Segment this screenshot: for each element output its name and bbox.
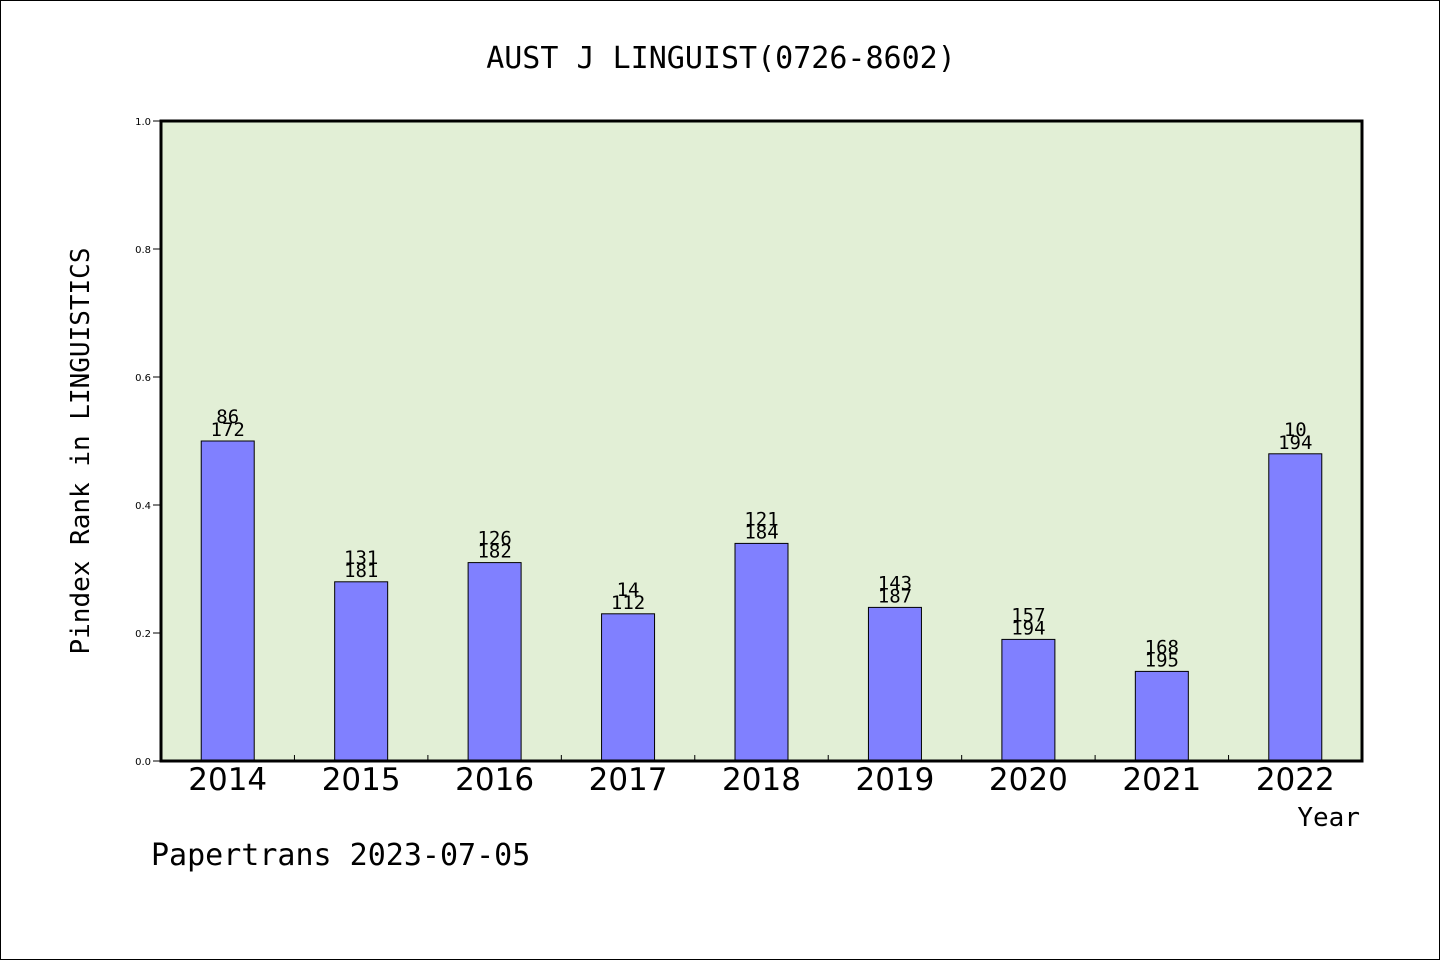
y-axis-label: Pindex Rank in LINGUISTICS: [66, 248, 96, 655]
bar-total-label-2019: 187: [878, 585, 912, 607]
bar-2019: [867, 606, 922, 762]
x-tick-label-2022: 2022: [1256, 762, 1335, 798]
bar-rank-label-2015: 131: [344, 547, 378, 569]
x-tick-label-2017: 2017: [589, 762, 668, 798]
y-axis-ticks: 0.0 0.2 0.4 0.6 0.8 1.0: [135, 117, 161, 768]
bar-2017: [601, 613, 656, 762]
bar-rank-label-2014: 86: [216, 406, 239, 428]
bar-total-label-2014: 172: [211, 419, 245, 441]
x-axis-label: Year: [1297, 803, 1360, 833]
bar-2016: [467, 562, 522, 762]
bar-2021: [1134, 670, 1189, 762]
bar-total-label-2015: 181: [344, 560, 378, 582]
bar-2018: [734, 542, 789, 762]
x-tick-label-2014: 2014: [188, 762, 267, 798]
bar-rank-label-2021: 168: [1145, 636, 1179, 658]
bar-rank-label-2018: 121: [744, 508, 778, 530]
footer-credit: Papertrans 2023-07-05: [151, 838, 530, 873]
bar-rank-label-2020: 157: [1011, 604, 1045, 626]
bar-2015: [334, 581, 389, 762]
x-tick-label-2016: 2016: [455, 762, 534, 798]
x-tick-label-2019: 2019: [855, 762, 934, 798]
x-tick-label-2021: 2021: [1122, 762, 1201, 798]
bar-2020: [1001, 638, 1056, 762]
bar-total-label-2022: 194: [1278, 432, 1312, 454]
x-tick-label-2018: 2018: [722, 762, 801, 798]
x-tick-label-2020: 2020: [989, 762, 1068, 798]
bar-label-group: 8617213118112618214112121184143187157194…: [211, 406, 1313, 671]
y-tick-label: 0.0: [135, 757, 151, 768]
bar-2014: [200, 440, 255, 762]
bar-total-label-2017: 112: [611, 592, 645, 614]
bar-2022: [1268, 453, 1323, 762]
bar-rank-label-2019: 143: [878, 572, 912, 594]
bar-group: [200, 440, 1323, 762]
x-tick-label-2015: 2015: [322, 762, 401, 798]
chart-title: AUST J LINGUIST(0726-8602): [486, 41, 956, 76]
bar-total-label-2020: 194: [1011, 617, 1045, 639]
y-tick-label: 0.2: [135, 629, 151, 640]
bar-total-label-2018: 184: [744, 521, 778, 543]
y-tick-label: 1.0: [135, 117, 151, 128]
bar-rank-label-2017: 14: [617, 579, 640, 601]
bar-total-label-2021: 195: [1145, 649, 1179, 671]
y-tick-label: 0.8: [135, 245, 151, 256]
y-tick-label: 0.6: [135, 373, 151, 384]
y-tick-label: 0.4: [135, 501, 151, 512]
x-axis-ticks: 2014 2015 2016 2017 2018 2019 2020 2021 2022: [188, 755, 1335, 798]
bar-total-label-2016: 182: [477, 541, 511, 563]
bar-rank-label-2022: 10: [1284, 419, 1307, 441]
bar-rank-label-2016: 126: [477, 528, 511, 550]
plot-border: [159, 119, 1364, 763]
